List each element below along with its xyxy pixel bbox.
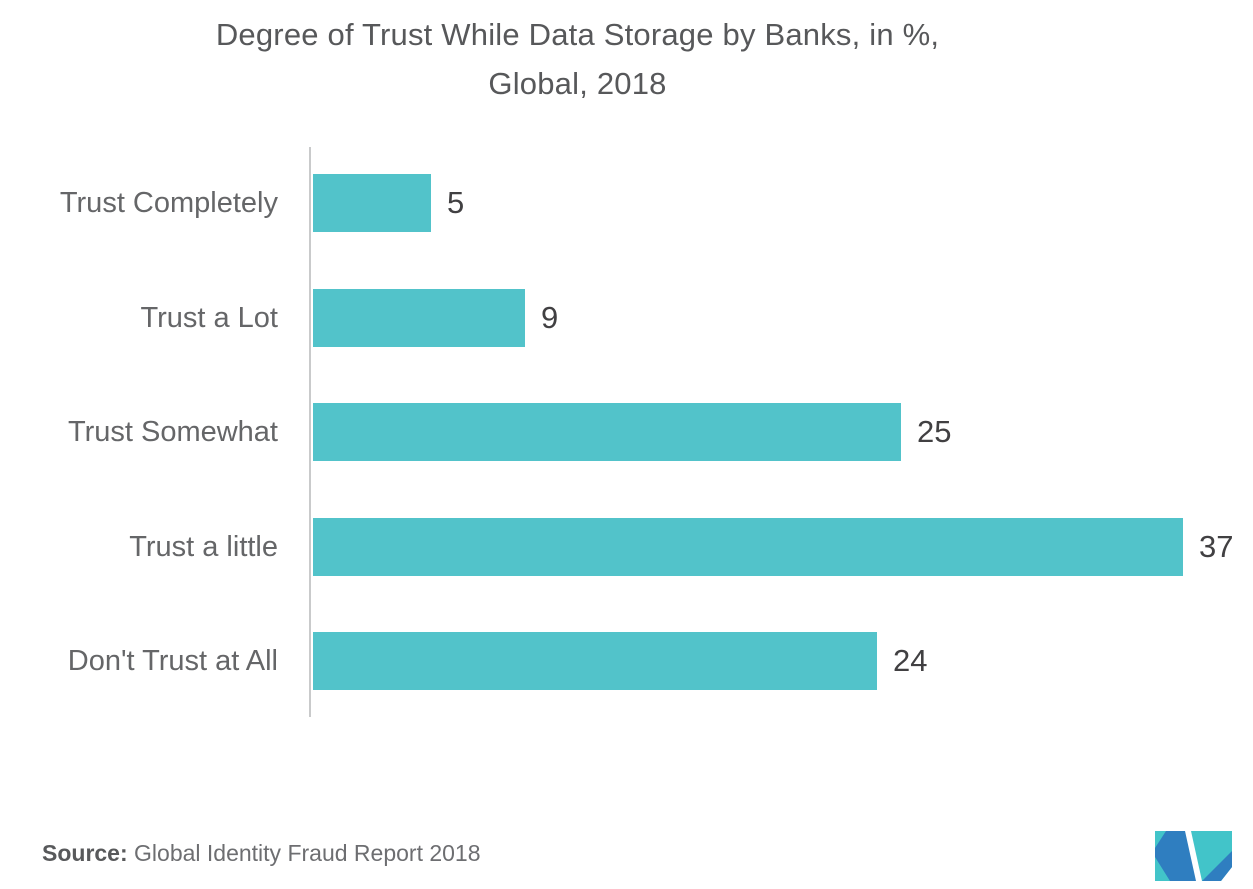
chart-title-line2: Global, 2018: [488, 66, 667, 101]
bar-row: Trust Somewhat 25: [0, 403, 1253, 461]
bar-row: Don't Trust at All 24: [0, 632, 1253, 690]
bar-row: Trust Completely 5: [0, 174, 1253, 232]
category-label: Trust Somewhat: [67, 416, 278, 448]
category-label: Trust Completely: [59, 187, 278, 219]
source-text: Global Identity Fraud Report 2018: [134, 840, 481, 866]
chart-title-line1: Degree of Trust While Data Storage by Ba…: [215, 17, 940, 52]
mordor-intelligence-logo-icon: [1155, 831, 1232, 881]
bar: [313, 518, 1183, 576]
source-label: Source:: [42, 840, 128, 866]
value-label: 37: [1199, 529, 1234, 564]
value-label: 9: [541, 300, 559, 335]
value-label: 5: [447, 185, 465, 220]
bar-row: Trust a little 37: [0, 518, 1253, 576]
category-label: Don't Trust at All: [67, 645, 278, 677]
category-label: Trust a little: [129, 531, 278, 563]
value-label: 25: [917, 414, 952, 449]
bar: [313, 403, 901, 461]
category-label: Trust a Lot: [140, 302, 278, 334]
source-line: Source: Global Identity Fraud Report 201…: [42, 840, 481, 867]
bar: [313, 289, 525, 347]
y-axis-line: [309, 147, 311, 717]
bar: [313, 174, 431, 232]
bar: [313, 632, 877, 690]
bar-row: Trust a Lot 9: [0, 289, 1253, 347]
value-label: 24: [893, 643, 928, 678]
chart-title: Degree of Trust While Data Storage by Ba…: [0, 10, 1155, 108]
